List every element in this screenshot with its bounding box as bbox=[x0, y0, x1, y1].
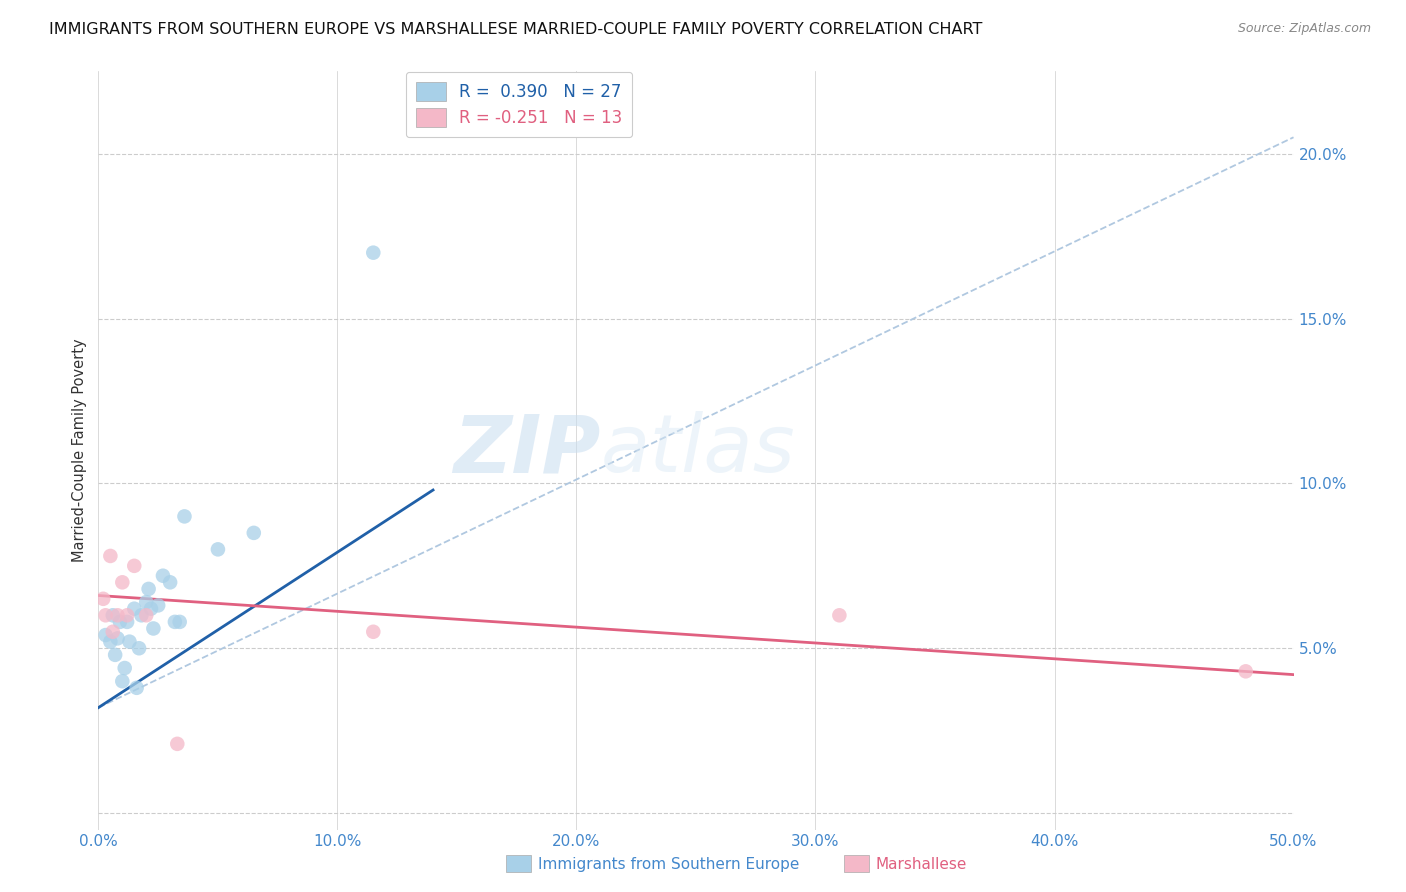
Point bbox=[148, 599, 170, 613]
Point bbox=[114, 661, 136, 675]
Point bbox=[138, 582, 160, 596]
Point bbox=[139, 601, 162, 615]
Point bbox=[108, 615, 131, 629]
Y-axis label: Married-Couple Family Poverty: Married-Couple Family Poverty bbox=[72, 339, 87, 562]
Point bbox=[91, 591, 114, 606]
Point bbox=[169, 615, 191, 629]
Point bbox=[111, 575, 134, 590]
Point bbox=[135, 608, 157, 623]
Text: Source: ZipAtlas.com: Source: ZipAtlas.com bbox=[1237, 22, 1371, 36]
Text: Marshallese: Marshallese bbox=[876, 857, 967, 871]
Point bbox=[107, 608, 129, 623]
Point bbox=[152, 568, 174, 582]
Point bbox=[128, 641, 150, 656]
Point bbox=[101, 624, 124, 639]
Point bbox=[115, 615, 138, 629]
Point bbox=[166, 737, 188, 751]
Point bbox=[159, 575, 181, 590]
Point bbox=[98, 549, 122, 563]
Text: atlas: atlas bbox=[600, 411, 796, 490]
Point bbox=[363, 245, 385, 260]
Point bbox=[94, 608, 117, 623]
Point bbox=[173, 509, 195, 524]
Point bbox=[207, 542, 229, 557]
Point bbox=[115, 608, 138, 623]
Point bbox=[125, 681, 148, 695]
Legend: R =  0.390   N = 27, R = -0.251   N = 13: R = 0.390 N = 27, R = -0.251 N = 13 bbox=[405, 72, 633, 137]
Text: IMMIGRANTS FROM SOUTHERN EUROPE VS MARSHALLESE MARRIED-COUPLE FAMILY POVERTY COR: IMMIGRANTS FROM SOUTHERN EUROPE VS MARSH… bbox=[49, 22, 983, 37]
Point bbox=[101, 608, 124, 623]
Point bbox=[118, 634, 141, 648]
Point bbox=[107, 632, 129, 646]
Point bbox=[94, 628, 117, 642]
Point bbox=[1234, 665, 1257, 679]
Point bbox=[363, 624, 385, 639]
Point bbox=[131, 608, 153, 623]
Point bbox=[98, 634, 122, 648]
Point bbox=[124, 601, 146, 615]
Point bbox=[111, 674, 134, 689]
Point bbox=[135, 595, 157, 609]
Point bbox=[828, 608, 851, 623]
Point bbox=[142, 622, 165, 636]
Point bbox=[243, 525, 266, 540]
Text: Immigrants from Southern Europe: Immigrants from Southern Europe bbox=[538, 857, 800, 871]
Point bbox=[163, 615, 186, 629]
Text: ZIP: ZIP bbox=[453, 411, 600, 490]
Point bbox=[104, 648, 127, 662]
Point bbox=[124, 558, 146, 573]
